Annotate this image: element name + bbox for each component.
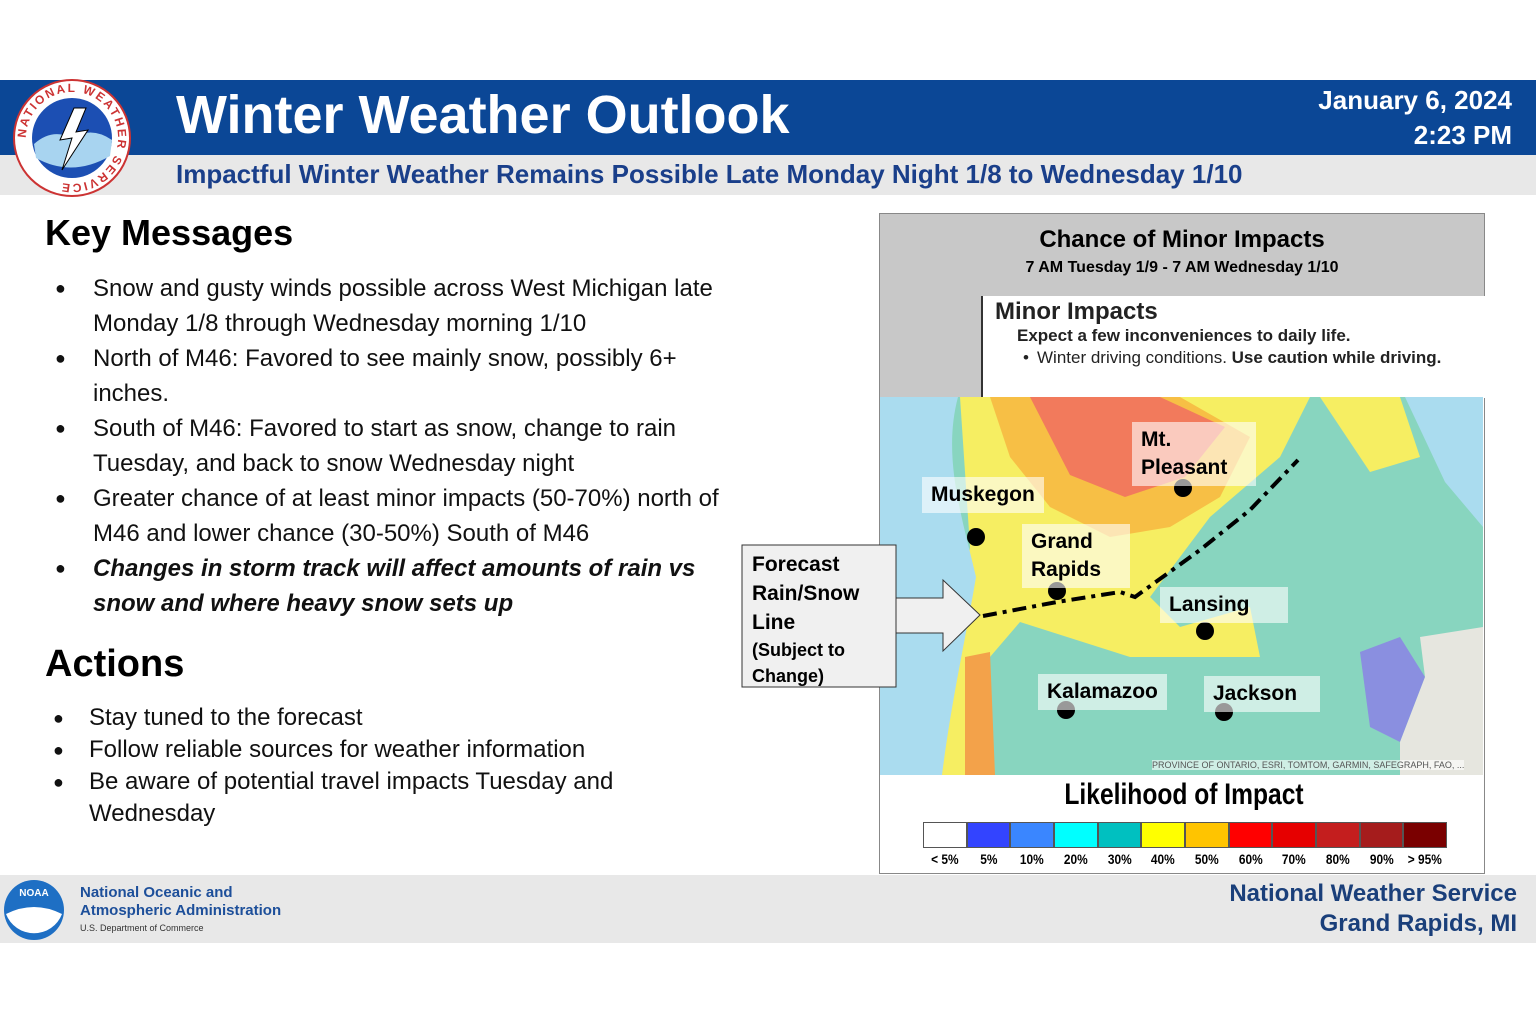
- legend: < 5% 5% 10% 20% 30% 40% 50% 60% 70% 80% 90% > 95%: [923, 822, 1447, 872]
- action-item: Follow reliable sources for weather info…: [45, 734, 705, 766]
- city-label: Mt. Pleasant: [1132, 422, 1256, 486]
- location: Grand Rapids, MI: [1319, 910, 1517, 937]
- legend-label: < 5%: [931, 851, 959, 867]
- office: National Weather Service: [1229, 880, 1517, 907]
- impact-bullet: • Winter driving conditions. Use caution …: [1023, 348, 1442, 367]
- legend-swatch: [1010, 822, 1054, 848]
- nws-logo: NATIONAL WEATHER SERVICE: [13, 79, 131, 197]
- department: U.S. Department of Commerce: [80, 923, 204, 933]
- rain-snow-line: [982, 458, 1300, 618]
- legend-swatch: [1228, 822, 1273, 848]
- noaa-logo: NOAA: [4, 880, 64, 940]
- legend-swatch: [1185, 822, 1229, 848]
- header-band: [0, 80, 1536, 155]
- map-header: [880, 214, 1484, 296]
- subtitle-band: [0, 155, 1536, 195]
- date: January 6, 2024: [1318, 85, 1512, 115]
- legend-swatch: [1359, 822, 1404, 848]
- key-message: Greater chance of at least minor impacts…: [45, 481, 720, 551]
- legend-swatch: [1097, 822, 1142, 848]
- footer: [0, 875, 1536, 943]
- key-messages: Snow and gusty winds possible across Wes…: [45, 271, 720, 621]
- action-item: Stay tuned to the forecast: [45, 702, 705, 734]
- callout-box: [741, 544, 897, 688]
- bullet-text: Winter driving conditions.: [1037, 348, 1227, 367]
- legend-swatch: [1141, 822, 1185, 848]
- map-attribution: PROVINCE OF ONTARIO, ESRI, TOMTOM, GARMI…: [1152, 760, 1465, 770]
- callout-title: Forecast Rain/Snow Line: [752, 553, 860, 634]
- city-label: Kalamazoo: [1038, 674, 1167, 710]
- legend-swatch: [966, 822, 1011, 848]
- city-label: Grand Rapids: [1022, 524, 1130, 588]
- key-message: North of M46: Favored to see mainly snow…: [45, 341, 720, 411]
- key-message: Snow and gusty winds possible across Wes…: [45, 271, 720, 341]
- action-item: Be aware of potential travel impacts Tue…: [45, 766, 705, 830]
- impact-description: Expect a few inconveniences to daily lif…: [1017, 326, 1351, 345]
- key-message: South of M46: Favored to start as snow, …: [45, 411, 720, 481]
- map-title: Chance of Minor Impacts: [1039, 226, 1325, 253]
- section-title: Key Messages: [45, 212, 294, 253]
- city-label: Muskegon: [922, 477, 1044, 513]
- legend-swatch: [923, 822, 967, 848]
- impact-title: Minor Impacts: [995, 298, 1158, 325]
- legend-label: 60%: [1238, 851, 1263, 867]
- bullet-bold: Use caution while driving.: [1231, 348, 1442, 367]
- legend-label: 40%: [1151, 851, 1176, 867]
- key-message: Changes in storm track will affect amoun…: [45, 551, 720, 621]
- legend-swatch: [1054, 822, 1098, 848]
- legend-label: 20%: [1063, 851, 1088, 867]
- legend-swatch: [1272, 822, 1316, 848]
- legend-swatch: [1316, 822, 1360, 848]
- callout-note: (Subject to Change): [752, 640, 845, 686]
- noaa-logo-text: NOAA: [19, 888, 48, 899]
- gray-block: [880, 296, 981, 398]
- legend-label: 80%: [1325, 851, 1350, 867]
- agency: National Oceanic and Atmospheric Adminis…: [80, 884, 282, 919]
- time: 2:23 PM: [1413, 120, 1512, 150]
- legend-label: 10%: [1020, 851, 1045, 867]
- city-label: Lansing: [1160, 587, 1288, 623]
- impact-box: Minor Impacts Expect a few inconvenience…: [981, 296, 1486, 398]
- title: Winter Weather Outlook: [176, 85, 790, 145]
- actions: Stay tuned to the forecastFollow reliabl…: [45, 702, 705, 830]
- legend-label: > 95%: [1408, 851, 1443, 867]
- map-period: 7 AM Tuesday 1/9 - 7 AM Wednesday 1/10: [1025, 259, 1339, 276]
- legend-swatch: [1403, 822, 1447, 848]
- legend-label: 50%: [1194, 851, 1219, 867]
- legend-title: Likelihood of Impact: [1064, 778, 1304, 811]
- city-label: Jackson: [1204, 676, 1320, 712]
- callout-arrow: [895, 578, 981, 653]
- legend-label: 5%: [979, 851, 998, 867]
- legend-label: 90%: [1369, 851, 1394, 867]
- legend-label: 30%: [1107, 851, 1132, 867]
- subtitle: Impactful Winter Weather Remains Possibl…: [176, 159, 1243, 189]
- legend-label: 70%: [1282, 851, 1307, 867]
- section-title: Actions: [45, 643, 185, 685]
